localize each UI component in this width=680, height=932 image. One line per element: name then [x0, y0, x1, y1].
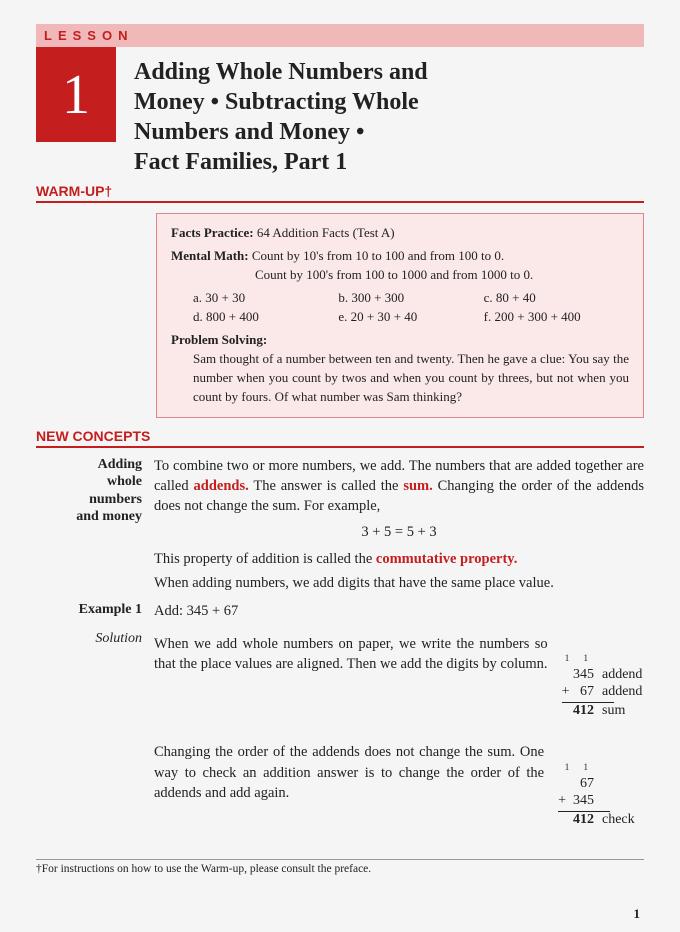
- footnote: †For instructions on how to use the Warm…: [36, 859, 644, 875]
- example-1: Example 1 Add: 345 + 67: [36, 601, 644, 621]
- mm-d: d. 800 + 400: [193, 308, 338, 327]
- mental-label: Mental Math:: [171, 248, 249, 263]
- calc-2: 1 1 67 + 345 412check: [558, 742, 644, 845]
- c1-n1: 345: [573, 667, 594, 682]
- c1-lab2: addend: [594, 684, 644, 701]
- side-l2: whole: [36, 473, 142, 491]
- equation: 3 + 5 = 5 + 3: [154, 522, 644, 542]
- lesson-number: 1: [36, 47, 116, 142]
- solution-p1: When we add whole numbers on paper, we w…: [154, 634, 548, 737]
- p1b: The answer is called the: [249, 478, 404, 494]
- lesson-title: Adding Whole Numbers and Money • Subtrac…: [116, 47, 428, 177]
- problem-solving-label: Problem Solving:: [171, 331, 629, 350]
- warmup-heading: WARM-UP†: [36, 183, 644, 203]
- solution-block-2: Changing the order of the addends does n…: [154, 742, 644, 845]
- solution-p2: Changing the order of the addends does n…: [154, 742, 544, 845]
- new-concepts-heading: NEW CONCEPTS: [36, 428, 644, 448]
- warmup-box: Facts Practice: 64 Addition Facts (Test …: [156, 213, 644, 418]
- title-line-3: Numbers and Money •: [134, 117, 428, 147]
- title-line-4: Fact Families, Part 1: [134, 147, 428, 177]
- mental-math: Mental Math: Count by 10's from 10 to 10…: [171, 247, 629, 285]
- title-line-2: Money • Subtracting Whole: [134, 87, 428, 117]
- c2-sum: 412: [573, 812, 594, 827]
- facts-text: 64 Addition Facts (Test A): [257, 225, 395, 240]
- c1-sum: 412: [573, 703, 594, 718]
- solution: Solution When we add whole numbers on pa…: [36, 630, 644, 846]
- p2a: This property of addition is called the: [154, 551, 376, 567]
- mm-b: b. 300 + 300: [338, 289, 483, 308]
- mental-math-row-1: a. 30 + 30 b. 300 + 300 c. 80 + 40: [171, 289, 629, 308]
- term-sum: sum.: [403, 478, 432, 494]
- lesson-header: 1 Adding Whole Numbers and Money • Subtr…: [36, 47, 644, 177]
- mental-line-2: Count by 100's from 100 to 1000 and from…: [171, 266, 629, 285]
- calc-1: 1 1 345addend + 67addend 412sum: [562, 634, 644, 737]
- lesson-label-bar: LESSON: [36, 24, 644, 47]
- facts-practice: Facts Practice: 64 Addition Facts (Test …: [171, 224, 629, 243]
- concept-adding: Adding whole numbers and money To combin…: [36, 456, 644, 594]
- mental-line-1: Count by 10's from 10 to 100 and from 10…: [252, 248, 504, 263]
- c2-carry: 1 1: [565, 762, 594, 772]
- example-label: Example 1: [36, 601, 154, 621]
- concept-body: To combine two or more numbers, we add. …: [154, 456, 644, 594]
- problem-solving-text: Sam thought of a number between ten and …: [171, 350, 629, 407]
- mm-e: e. 20 + 30 + 40: [338, 308, 483, 327]
- c1-lab3: sum: [594, 703, 644, 720]
- p2: This property of addition is called the …: [154, 549, 644, 569]
- side-l1: Adding: [36, 456, 142, 474]
- mm-c: c. 80 + 40: [484, 289, 629, 308]
- mental-math-row-2: d. 800 + 400 e. 20 + 30 + 40 f. 200 + 30…: [171, 308, 629, 327]
- side-l3: numbers: [36, 491, 142, 509]
- c2-lab: check: [594, 812, 644, 829]
- example-text: Add: 345 + 67: [154, 601, 644, 621]
- side-l4: and money: [36, 508, 142, 526]
- c1-n2: 67: [580, 684, 594, 699]
- facts-label: Facts Practice:: [171, 225, 254, 240]
- c1-lab1: addend: [594, 667, 644, 684]
- c2-n1: 67: [580, 776, 594, 791]
- c1-carry: 1 1: [565, 653, 594, 663]
- title-line-1: Adding Whole Numbers and: [134, 57, 428, 87]
- p3: When adding numbers, we add digits that …: [154, 573, 644, 593]
- solution-body: When we add whole numbers on paper, we w…: [154, 630, 644, 846]
- solution-label: Solution: [36, 630, 154, 846]
- mm-f: f. 200 + 300 + 400: [484, 308, 629, 327]
- concept-side-label: Adding whole numbers and money: [36, 456, 154, 594]
- term-commutative: commutative property.: [376, 551, 517, 567]
- solution-block-1: When we add whole numbers on paper, we w…: [154, 634, 644, 737]
- page-number: 1: [634, 906, 641, 922]
- c2-n2: 345: [573, 793, 594, 808]
- term-addends: addends.: [194, 478, 249, 494]
- mm-a: a. 30 + 30: [193, 289, 338, 308]
